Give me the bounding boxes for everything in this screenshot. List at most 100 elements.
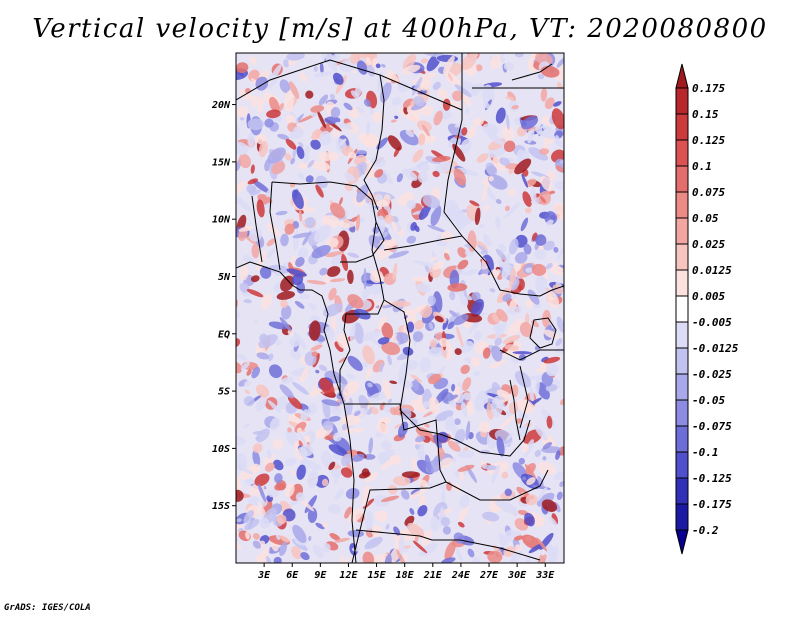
field-cell	[341, 423, 348, 431]
field-cell	[289, 81, 300, 99]
border-east	[499, 285, 564, 429]
field-cell	[454, 84, 472, 98]
field-cell	[247, 132, 255, 148]
field-cell	[267, 147, 286, 164]
field-cell	[503, 62, 515, 71]
field-cell	[259, 333, 268, 343]
field-cell	[350, 90, 360, 99]
field-cell	[322, 522, 328, 528]
lat-tick-label: 10S	[212, 444, 230, 455]
field-cell	[250, 275, 260, 283]
field-cell	[428, 396, 440, 414]
field-cell	[251, 463, 261, 473]
field-cell	[297, 430, 307, 446]
colorbar-label: -0.2	[692, 524, 719, 537]
field-cell	[333, 478, 338, 485]
field-cell	[288, 59, 297, 66]
field-cell	[281, 305, 292, 320]
field-cell	[334, 488, 345, 500]
lon-tick-label: 18E	[396, 570, 415, 581]
field-cell	[525, 375, 546, 381]
field-cell	[527, 128, 535, 144]
colorbar-swatch	[675, 373, 689, 401]
field-cell	[527, 289, 540, 305]
field-cell	[523, 243, 532, 255]
field-cell	[363, 454, 376, 460]
field-cell	[554, 471, 564, 481]
field-cell	[482, 123, 500, 136]
field-cell	[249, 56, 258, 65]
field-cell	[322, 543, 331, 553]
field-cell	[541, 499, 558, 512]
field-cell	[491, 313, 500, 323]
field-cell	[307, 469, 319, 489]
field-cell	[460, 401, 468, 417]
field-cell	[312, 544, 324, 558]
field-cell	[376, 248, 392, 260]
field-cell	[290, 157, 296, 165]
field-cell	[411, 457, 417, 471]
field-cell	[467, 230, 477, 253]
field-cell	[236, 435, 246, 446]
field-cell	[437, 88, 449, 100]
field-cell	[442, 526, 451, 535]
field-cell	[313, 66, 318, 72]
colorbar-swatch	[675, 63, 689, 89]
colorbar-label: -0.075	[692, 420, 732, 433]
field-cell	[251, 366, 261, 379]
colorbar-label: -0.025	[692, 368, 732, 381]
field-cell	[276, 514, 287, 525]
field-cell	[406, 200, 416, 210]
field-cell	[335, 121, 353, 130]
field-cell	[315, 175, 328, 189]
field-cell	[488, 359, 506, 369]
colorbar-label: 0.15	[692, 108, 719, 121]
field-cell	[441, 209, 464, 222]
colorbar-swatch	[675, 269, 689, 297]
field-cell	[319, 267, 328, 276]
field-cell	[470, 356, 481, 367]
field-cell	[513, 262, 522, 272]
field-cell	[507, 318, 524, 336]
field-cell	[319, 377, 335, 396]
field-cell	[287, 395, 303, 410]
field-cell	[304, 217, 316, 228]
field-cell	[422, 194, 441, 209]
field-cell	[513, 535, 524, 541]
field-cell	[318, 94, 329, 106]
field-cell	[428, 322, 434, 330]
field-cell	[441, 557, 456, 563]
field-cell	[540, 88, 548, 102]
field-cell	[506, 113, 510, 130]
border-zambia	[445, 469, 549, 501]
colorbar-swatch	[675, 425, 689, 453]
field-cell	[449, 310, 458, 318]
colorbar-swatch	[675, 451, 689, 479]
field-cell	[236, 518, 242, 523]
field-cell	[247, 178, 259, 185]
field-cell	[442, 98, 451, 111]
field-cell	[343, 380, 360, 396]
field-cell	[252, 96, 265, 106]
field-cell	[376, 422, 389, 435]
border-chad-sudan	[443, 53, 463, 237]
field-cell	[424, 454, 432, 473]
field-cell	[537, 130, 556, 139]
map-frame	[235, 52, 565, 564]
field-cell	[271, 161, 286, 175]
field-cell	[300, 552, 310, 561]
field-cell	[556, 241, 564, 261]
field-cell	[517, 509, 528, 516]
field-cell	[418, 479, 428, 487]
field-cell	[329, 93, 336, 100]
field-cell	[279, 384, 294, 399]
velocity-field	[236, 53, 564, 563]
field-cell	[338, 220, 356, 228]
field-cell	[256, 428, 270, 443]
field-cell	[457, 247, 467, 258]
field-cell	[298, 209, 303, 222]
field-cell	[546, 290, 560, 309]
field-cell	[256, 352, 270, 360]
field-cell	[250, 164, 255, 174]
field-cell	[392, 262, 398, 281]
